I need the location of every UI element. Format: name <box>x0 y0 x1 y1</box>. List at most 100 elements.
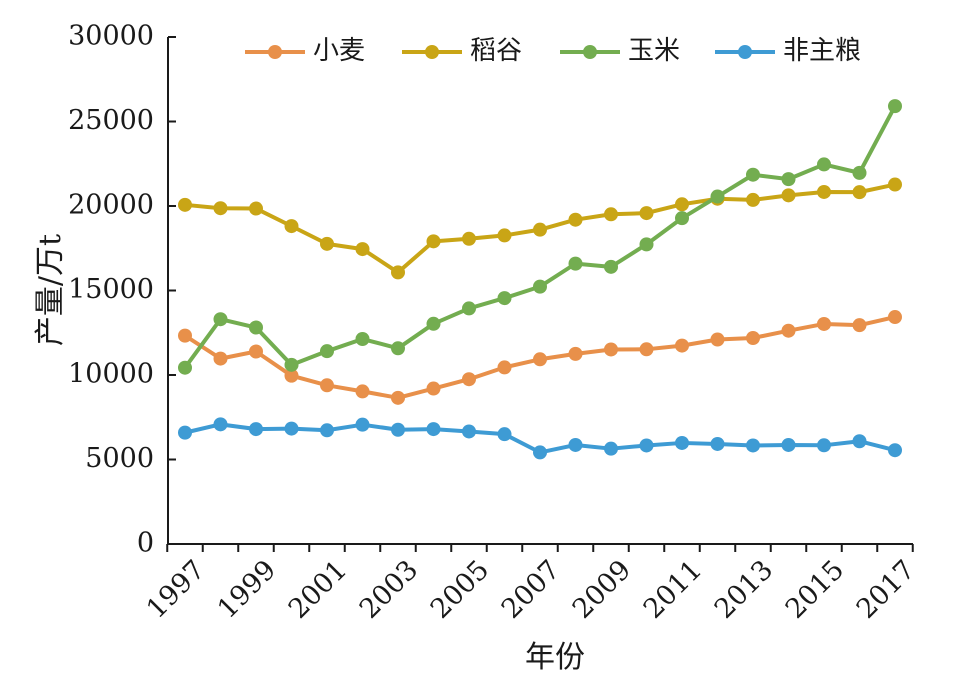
x-tick-label: 2009 <box>567 554 638 625</box>
x-tick-label: 2003 <box>354 554 425 625</box>
y-tick-label: 15000 <box>68 274 154 305</box>
data-point <box>391 422 405 437</box>
data-point <box>320 236 334 251</box>
legend-swatch-marker <box>738 45 752 59</box>
data-point <box>817 316 831 331</box>
data-point <box>852 434 867 449</box>
legend-swatch-marker <box>268 45 282 59</box>
y-tick-label: 25000 <box>68 105 154 136</box>
data-point <box>781 172 796 187</box>
data-point <box>817 438 831 453</box>
x-tick-label: 2015 <box>780 554 851 625</box>
data-point <box>178 425 192 440</box>
data-point <box>568 437 583 452</box>
data-point <box>213 351 228 366</box>
data-point <box>213 417 228 432</box>
series-3 <box>178 417 902 460</box>
data-point <box>817 184 831 199</box>
data-point <box>888 177 902 192</box>
data-point <box>426 316 441 331</box>
series-1 <box>178 177 902 280</box>
data-point <box>888 443 902 458</box>
data-point <box>249 320 263 335</box>
data-point <box>213 312 228 327</box>
data-point <box>533 222 547 237</box>
data-point <box>888 99 902 114</box>
data-point <box>852 185 867 200</box>
data-point <box>604 441 618 456</box>
data-point <box>817 157 831 172</box>
data-point <box>391 341 405 356</box>
legend-swatch-marker <box>583 45 597 59</box>
x-tick-label: 1999 <box>212 554 283 625</box>
data-point <box>533 279 547 294</box>
series-2 <box>178 99 902 375</box>
data-point <box>284 357 299 372</box>
legend-item-0: 小麦 <box>245 36 365 66</box>
data-point <box>675 338 689 353</box>
legend-item-1: 稻谷 <box>402 36 522 66</box>
data-point <box>604 259 618 274</box>
data-point <box>781 437 796 452</box>
data-point <box>320 378 334 393</box>
data-point <box>249 344 263 359</box>
data-point <box>497 427 512 442</box>
data-point <box>462 301 476 316</box>
data-point <box>604 207 618 222</box>
y-tick-label: 0 <box>137 528 154 559</box>
data-point <box>639 438 654 453</box>
data-point <box>426 381 441 396</box>
data-point <box>497 291 512 306</box>
data-point <box>533 445 547 460</box>
data-point <box>852 318 867 333</box>
data-point <box>639 342 654 357</box>
data-point <box>852 165 867 180</box>
data-point <box>462 231 476 246</box>
data-point <box>284 368 299 383</box>
x-axis-title: 年份 <box>525 640 585 675</box>
data-point <box>355 384 370 399</box>
data-point <box>568 346 583 361</box>
y-tick-label: 30000 <box>68 21 154 52</box>
data-point <box>497 360 512 375</box>
data-point <box>213 201 228 216</box>
data-point <box>249 422 263 437</box>
data-point <box>568 256 583 271</box>
x-tick-label: 2005 <box>425 554 496 625</box>
data-point <box>639 206 654 221</box>
data-point <box>533 352 547 367</box>
data-point <box>426 234 441 249</box>
data-point <box>781 188 796 203</box>
data-point <box>426 422 441 437</box>
data-point <box>675 211 689 226</box>
legend-label: 小麦 <box>313 36 365 66</box>
data-point <box>568 212 583 227</box>
x-tick-label: 2017 <box>851 554 922 625</box>
data-point <box>639 237 654 252</box>
data-point <box>391 390 405 405</box>
y-tick-label: 10000 <box>68 359 154 390</box>
legend-label: 非主粮 <box>783 36 861 66</box>
y-axis-title: 产量/万t <box>33 234 68 346</box>
x-tick-label: 2001 <box>283 554 354 625</box>
data-point <box>746 192 760 207</box>
data-point <box>391 265 405 280</box>
legend-item-2: 玉米 <box>560 36 680 66</box>
data-point <box>888 310 902 325</box>
data-point <box>284 421 299 436</box>
x-tick-label: 1997 <box>141 554 212 625</box>
data-point <box>178 360 192 375</box>
data-point <box>746 438 760 453</box>
data-point <box>746 167 760 182</box>
x-tick-label: 2013 <box>709 554 780 625</box>
legend-label: 稻谷 <box>470 36 522 66</box>
data-point <box>178 328 192 343</box>
data-point <box>497 228 512 243</box>
x-tick-label: 2011 <box>638 554 709 625</box>
data-point <box>746 330 760 345</box>
data-point <box>710 332 725 347</box>
data-point <box>249 201 263 216</box>
data-point <box>462 372 476 387</box>
data-point <box>781 323 796 338</box>
